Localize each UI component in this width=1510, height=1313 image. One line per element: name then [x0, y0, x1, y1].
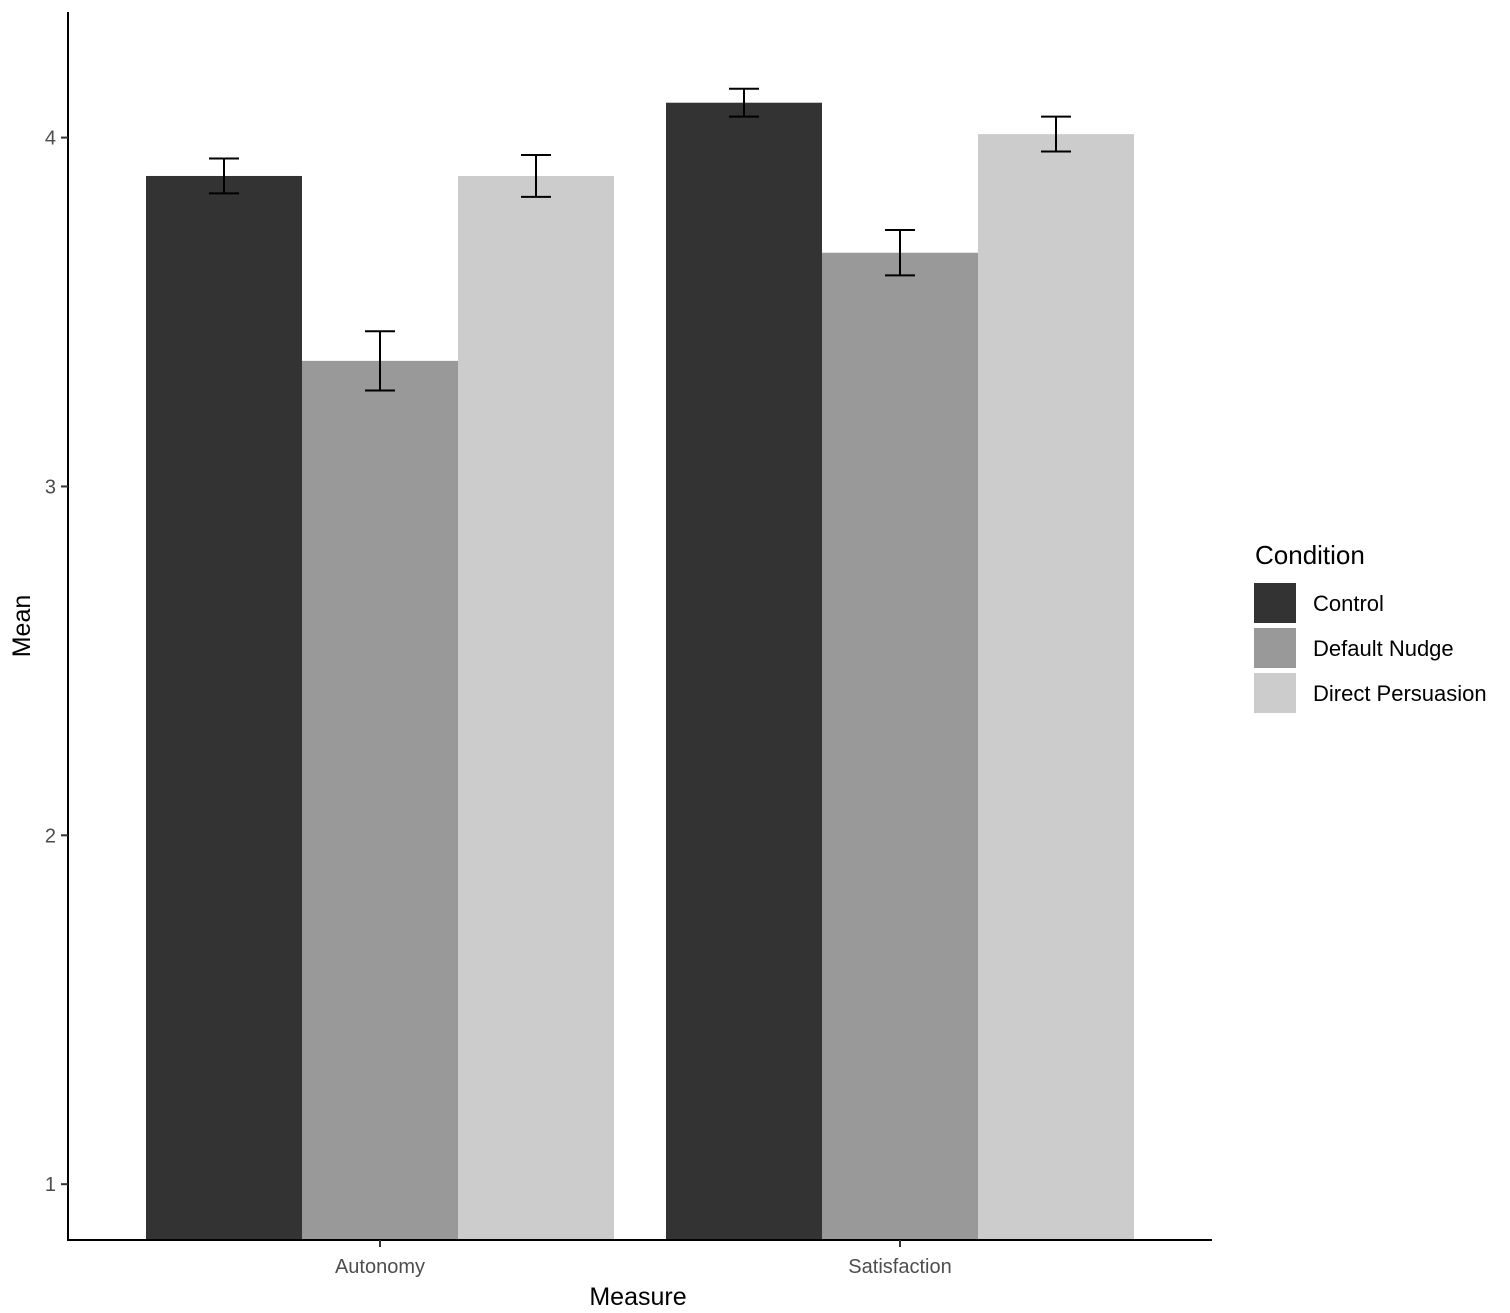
y-ticks-layer: 1 2 3 4 — [45, 128, 68, 1196]
legend-key-direct-persuasion — [1254, 673, 1296, 713]
error-bar-satisfaction-default-nudge — [885, 229, 915, 277]
legend-label-direct-persuasion: Direct Persuasion — [1313, 681, 1487, 706]
error-bars-layer — [209, 87, 1071, 392]
legend-label-default-nudge: Default Nudge — [1313, 636, 1454, 661]
axes-layer — [67, 12, 1212, 1241]
y-axis-title: Mean — [8, 595, 36, 658]
y-tick-label-1: 1 — [45, 1174, 56, 1196]
legend: Condition Control Default Nudge Direct Per… — [1254, 540, 1487, 713]
bar-satisfaction-default-nudge — [822, 252, 978, 1240]
legend-key-default-nudge — [1254, 628, 1296, 668]
x-axis-title: Measure — [589, 1283, 686, 1311]
error-bar-satisfaction-control — [729, 87, 759, 118]
x-tick-label-autonomy: Autonomy — [335, 1256, 425, 1278]
error-bar-autonomy-direct-persuasion — [521, 154, 551, 198]
bar-autonomy-control — [146, 175, 302, 1240]
legend-item-default-nudge: Default Nudge — [1254, 628, 1454, 668]
bar-autonomy-direct-persuasion — [458, 175, 614, 1240]
legend-items: Control Default Nudge Direct Persuasion — [1254, 583, 1487, 713]
x-ticks-layer: Autonomy Satisfaction — [335, 1240, 952, 1278]
x-tick-label-satisfaction: Satisfaction — [848, 1256, 951, 1278]
y-tick-label-2: 2 — [45, 825, 56, 847]
error-bar-autonomy-default-nudge — [365, 330, 395, 392]
y-tick-label-4: 4 — [45, 128, 56, 150]
legend-label-control: Control — [1313, 591, 1384, 616]
bar-autonomy-default-nudge — [302, 360, 458, 1240]
legend-item-direct-persuasion: Direct Persuasion — [1254, 673, 1487, 713]
legend-item-control: Control — [1254, 583, 1384, 623]
legend-title: Condition — [1255, 540, 1365, 570]
bars-layer — [146, 102, 1134, 1240]
error-bar-satisfaction-direct-persuasion — [1041, 115, 1071, 153]
legend-key-control — [1254, 583, 1296, 623]
error-bar-autonomy-control — [209, 157, 239, 195]
y-tick-label-3: 3 — [45, 476, 56, 498]
bar-satisfaction-control — [666, 102, 822, 1240]
bar-satisfaction-direct-persuasion — [978, 134, 1134, 1240]
